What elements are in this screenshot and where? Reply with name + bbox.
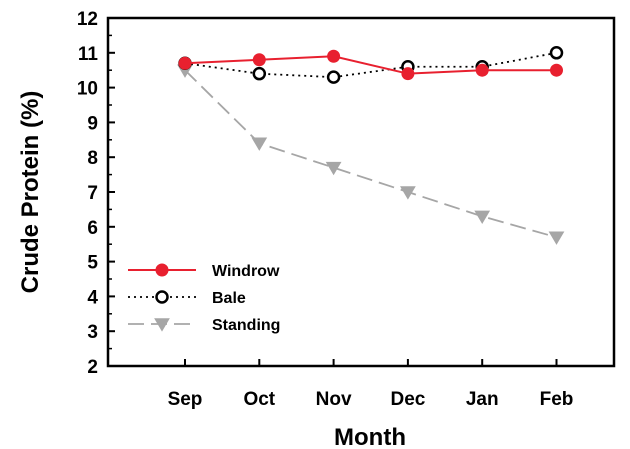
data-point-windrow <box>178 56 192 70</box>
data-point-standing <box>325 161 342 176</box>
series-line-windrow <box>184 55 557 75</box>
x-axis: Sep Oct Nov Dec Jan Feb <box>168 359 574 410</box>
legend-marker-bale <box>155 290 169 304</box>
y-axis-title: Crude Protein (%) <box>17 91 44 294</box>
legend-item-standing: Standing <box>128 317 280 334</box>
y-tick-label: 5 <box>87 253 98 274</box>
y-tick-label: 6 <box>87 218 98 239</box>
x-tick-label: Jan <box>466 389 499 410</box>
series-line-standing <box>184 69 557 239</box>
data-point-standing <box>474 210 491 224</box>
legend-marker-windrow <box>155 263 169 277</box>
series-windrow <box>178 49 563 81</box>
series-layer <box>177 46 565 245</box>
x-tick-label: Dec <box>390 389 425 410</box>
legend-label-bale: Bale <box>212 290 246 307</box>
x-tick-label: Feb <box>540 389 574 410</box>
y-tick-label: 4 <box>87 287 98 308</box>
data-point-windrow <box>401 67 415 81</box>
y-tick-label: 7 <box>87 183 98 204</box>
y-tick-label: 8 <box>87 148 98 169</box>
y-tick-label: 2 <box>87 357 98 378</box>
y-tick-label: 12 <box>77 9 98 30</box>
legend-item-bale: Bale <box>128 290 246 307</box>
data-point-standing <box>251 137 268 151</box>
legend-label-standing: Standing <box>212 317 280 334</box>
data-point-standing <box>548 231 565 245</box>
data-point-windrow <box>327 49 341 63</box>
data-point-bale <box>326 70 341 84</box>
data-point-bale <box>549 46 564 60</box>
series-line-bale <box>184 51 557 79</box>
legend-item-windrow: Windrow <box>128 263 280 280</box>
legend-label-windrow: Windrow <box>212 263 280 280</box>
data-point-windrow <box>252 53 266 67</box>
x-tick-label: Oct <box>243 389 275 410</box>
legend: Windrow Bale Standing <box>128 263 280 334</box>
y-axis: 2 3 4 5 6 7 8 9 10 11 12 <box>77 9 115 378</box>
legend-marker-standing <box>154 318 170 332</box>
data-point-windrow <box>475 63 489 77</box>
y-tick-label: 3 <box>87 322 98 343</box>
data-point-bale <box>252 66 267 81</box>
data-point-windrow <box>550 63 563 77</box>
data-point-standing <box>400 186 416 200</box>
x-axis-title: Month <box>334 424 406 449</box>
y-tick-label: 11 <box>78 44 99 65</box>
series-standing <box>177 64 565 245</box>
y-tick-label: 10 <box>77 79 98 100</box>
y-tick-label: 9 <box>87 113 98 134</box>
x-tick-label: Sep <box>168 389 203 410</box>
x-tick-label: Nov <box>316 389 352 410</box>
